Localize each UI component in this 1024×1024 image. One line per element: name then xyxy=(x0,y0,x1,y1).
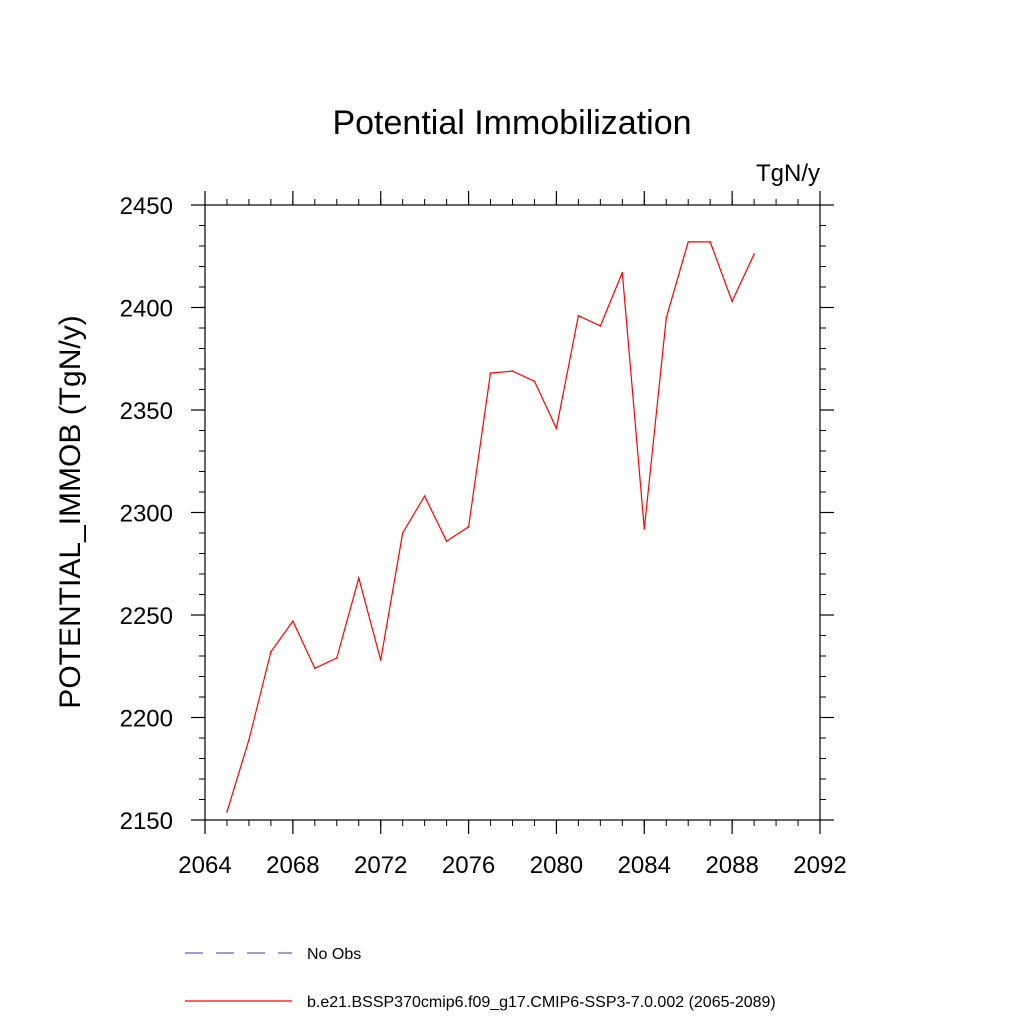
x-tick-label: 2076 xyxy=(442,852,495,879)
x-tick-label: 2084 xyxy=(618,852,671,879)
data-point xyxy=(753,253,755,255)
series-line xyxy=(226,241,755,812)
data-point xyxy=(599,325,602,327)
legend-label: b.e21.BSSP370cmip6.f09_g17.CMIP6-SSP3-7.… xyxy=(307,994,776,1011)
data-point xyxy=(423,495,426,497)
x-tick-label: 2080 xyxy=(530,852,583,879)
y-tick-label: 2350 xyxy=(120,398,173,425)
axes: 2064 2068 2072 2076 2080 2084 2088 2092 2150 2200… xyxy=(120,191,847,879)
y-tick-label: 2250 xyxy=(120,603,173,630)
data-point xyxy=(577,314,580,317)
data-point xyxy=(248,739,250,741)
legend-label: No Obs xyxy=(307,946,361,963)
data-point xyxy=(401,532,404,534)
chart-title: Potential Immobilization xyxy=(332,104,691,142)
data-point xyxy=(731,300,733,303)
x-tick-label: 2064 xyxy=(178,852,231,879)
y-axis-label: POTENTIAL_IMMOB (TgN/y) xyxy=(54,315,87,708)
units-label: TgN/y xyxy=(756,160,820,187)
data-point xyxy=(643,528,646,530)
data-point xyxy=(489,372,492,374)
data-point xyxy=(665,316,668,319)
data-point xyxy=(379,659,382,661)
x-tick-label: 2092 xyxy=(793,852,846,879)
data-point xyxy=(226,811,228,813)
data-point xyxy=(292,620,294,622)
data-point xyxy=(709,241,711,243)
y-tick-label: 2400 xyxy=(120,296,173,323)
data-point xyxy=(445,540,448,542)
data-point xyxy=(270,651,272,653)
series-layer xyxy=(226,241,755,813)
y-tick-label: 2200 xyxy=(120,706,173,733)
data-point xyxy=(555,427,558,430)
plot-frame xyxy=(204,204,821,821)
y-tick-label: 2150 xyxy=(120,808,173,835)
y-tick-label: 2300 xyxy=(120,501,173,528)
x-tick-label: 2072 xyxy=(354,852,407,879)
x-tick-label: 2088 xyxy=(705,852,758,879)
data-point xyxy=(314,667,316,670)
data-point xyxy=(357,577,360,579)
data-point xyxy=(533,380,536,383)
data-point xyxy=(467,526,470,528)
data-point xyxy=(511,370,514,372)
x-tick-label: 2068 xyxy=(266,852,319,879)
legend: No Obs b.e21.BSSP370cmip6.f09_g17.CMIP6-S… xyxy=(185,946,776,1011)
y-tick-label: 2450 xyxy=(120,193,173,220)
data-point xyxy=(621,271,624,274)
data-point xyxy=(687,241,690,243)
data-point xyxy=(335,657,338,659)
